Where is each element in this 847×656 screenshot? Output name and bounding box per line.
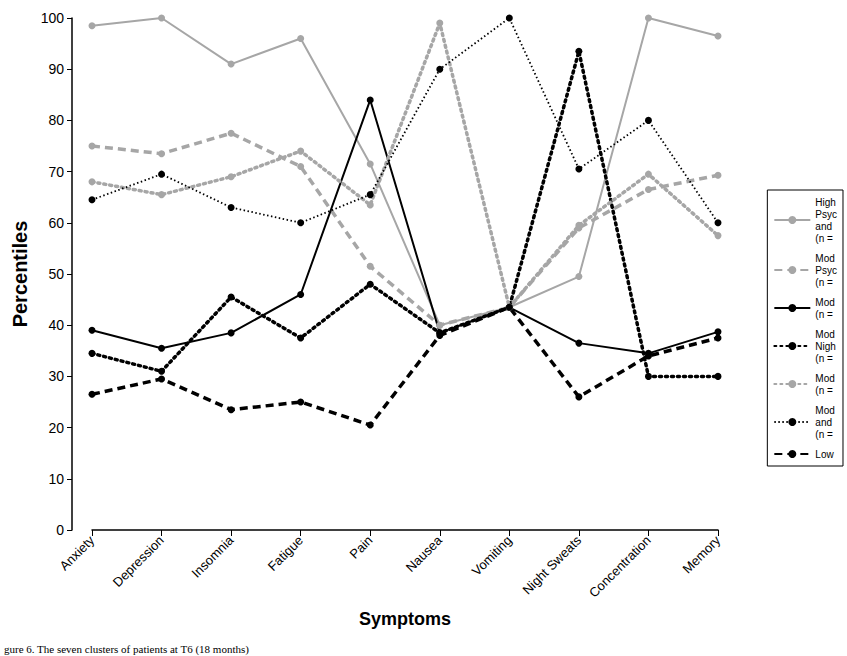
svg-text:Night Sweats: Night Sweats — [519, 532, 584, 597]
svg-text:60: 60 — [48, 215, 64, 231]
svg-text:50: 50 — [48, 266, 64, 282]
svg-text:Concentration: Concentration — [586, 533, 654, 601]
svg-text:100: 100 — [41, 10, 65, 26]
svg-text:gure 6. The seven clusters of: gure 6. The seven clusters of patients a… — [4, 643, 249, 656]
svg-text:Percentiles: Percentiles — [9, 221, 31, 328]
svg-text:High: High — [815, 197, 836, 208]
svg-text:(n =: (n = — [815, 233, 833, 244]
svg-text:Fatigue: Fatigue — [265, 533, 306, 574]
svg-text:70: 70 — [48, 164, 64, 180]
svg-text:Vomiting: Vomiting — [469, 533, 515, 579]
svg-text:(n =: (n = — [815, 385, 835, 396]
svg-text:(n =: (n = — [815, 429, 833, 440]
svg-text:(n =: (n = — [815, 309, 833, 320]
svg-text:Mod: Mod — [815, 373, 834, 384]
svg-text:10: 10 — [48, 471, 64, 487]
svg-text:20: 20 — [48, 420, 64, 436]
svg-text:90: 90 — [48, 61, 64, 77]
svg-text:Mod: Mod — [815, 253, 834, 264]
svg-text:Nausea: Nausea — [403, 532, 446, 575]
svg-text:Mod: Mod — [815, 297, 834, 308]
svg-text:40: 40 — [48, 317, 64, 333]
svg-text:Mod: Mod — [815, 329, 834, 340]
svg-text:Psyc: Psyc — [815, 265, 837, 276]
svg-text:0: 0 — [56, 522, 64, 538]
svg-text:Nigh: Nigh — [815, 341, 836, 352]
svg-text:Depression: Depression — [110, 533, 167, 590]
svg-text:(n =: (n = — [815, 353, 833, 364]
svg-text:Pain: Pain — [347, 533, 376, 562]
svg-text:Memory: Memory — [680, 532, 724, 576]
svg-text:Insomnia: Insomnia — [189, 532, 237, 580]
svg-text:Anxiety: Anxiety — [57, 532, 98, 573]
svg-text:30: 30 — [48, 368, 64, 384]
svg-text:Psyc: Psyc — [815, 209, 837, 220]
svg-text:(n =: (n = — [815, 277, 833, 288]
svg-text:and: and — [815, 221, 832, 232]
svg-text:80: 80 — [48, 112, 64, 128]
svg-text:Symptoms: Symptoms — [359, 609, 451, 629]
svg-text:Mod: Mod — [815, 405, 834, 416]
svg-text:and: and — [815, 417, 832, 428]
svg-text:Low: Low — [815, 449, 834, 460]
